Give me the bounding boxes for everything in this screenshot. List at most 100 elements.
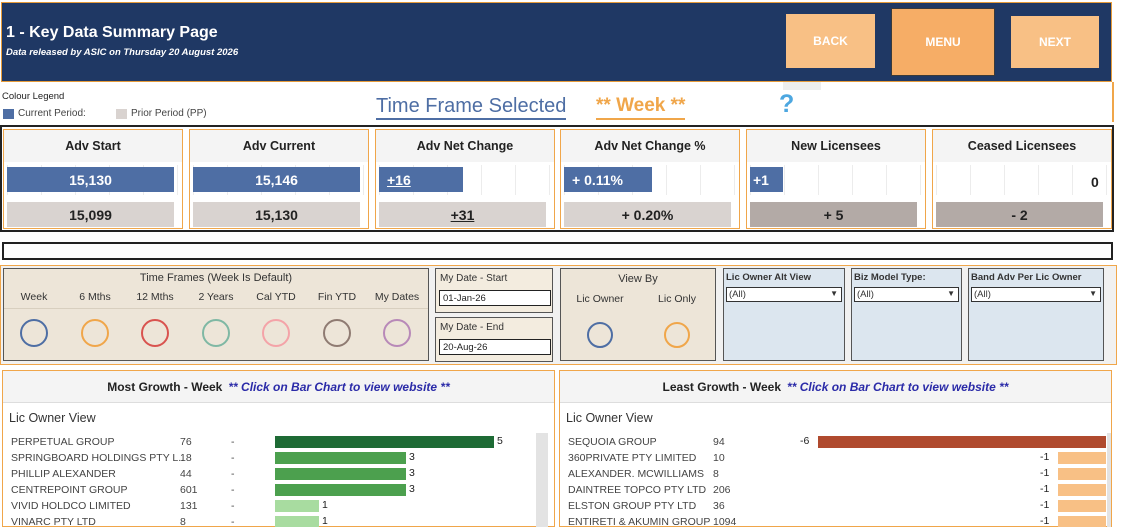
view-by-radio-lic-only[interactable] xyxy=(664,322,690,348)
time-frame-radio-week[interactable] xyxy=(20,319,48,347)
growth-bar[interactable] xyxy=(275,484,406,496)
chevron-down-icon: ▼ xyxy=(830,289,838,298)
least-growth-bar[interactable] xyxy=(1058,452,1106,464)
view-by-radio-lic-owner[interactable] xyxy=(587,322,613,348)
least-growth-subtitle: Lic Owner View xyxy=(566,411,653,425)
least-growth-bar[interactable] xyxy=(1058,516,1106,527)
time-frame-radio-6-mths[interactable] xyxy=(81,319,109,347)
scrollbar[interactable] xyxy=(1107,433,1111,527)
time-frame-radio-cal-ytd[interactable] xyxy=(262,319,290,347)
row-count: 131 xyxy=(180,500,198,512)
kpi-current-value: 15,146 xyxy=(255,171,298,188)
growth-bar[interactable] xyxy=(275,516,319,527)
table-row[interactable]: DAINTREE TOPCO PTY LTD 206 -1 xyxy=(560,482,1111,498)
time-frame-radio-12-mths[interactable] xyxy=(141,319,169,347)
time-frame-radio-my-dates[interactable] xyxy=(383,319,411,347)
table-row[interactable]: SPRINGBOARD HOLDINGS PTY L.. 18 - 3 xyxy=(3,450,554,466)
back-button[interactable]: BACK xyxy=(786,14,875,68)
kpi-current-bar xyxy=(936,167,939,192)
row-count: 36 xyxy=(713,500,725,512)
scrollbar[interactable] xyxy=(536,433,548,527)
table-row[interactable]: SEQUOIA GROUP 94 -6 xyxy=(560,434,1111,450)
growth-bar[interactable] xyxy=(275,452,406,464)
kpi-current-bar: +1 xyxy=(750,167,783,192)
least-growth-bar[interactable] xyxy=(1058,468,1106,480)
filter-dropdown-title: Biz Model Type: xyxy=(854,272,926,283)
row-count: 76 xyxy=(180,436,192,448)
table-row[interactable]: CENTREPOINT GROUP 601 - 3 xyxy=(3,482,554,498)
growth-bar-value: 5 xyxy=(497,435,503,447)
least-growth-bar-value: -1 xyxy=(1040,483,1050,495)
kpi-prior-value: 15,099 xyxy=(69,206,112,223)
page-subtitle: Data released by ASIC on Thursday 20 Aug… xyxy=(6,47,239,58)
kpi-prior-bar: + 0.20% xyxy=(564,202,731,227)
least-growth-bar-value: -1 xyxy=(1040,451,1050,463)
filter-dropdown-select[interactable]: (All) ▼ xyxy=(854,287,959,302)
row-dash: - xyxy=(231,468,235,480)
filter-dropdown-box: Band Adv Per Lic Owner (All) ▼ xyxy=(968,268,1104,361)
timeframe-label: Time Frame Selected xyxy=(376,94,567,120)
row-name: PHILLIP ALEXANDER xyxy=(11,468,116,480)
filter-dropdown-title: Band Adv Per Lic Owner xyxy=(971,272,1082,283)
filter-dropdown-value: (All) xyxy=(857,289,874,300)
least-growth-bar-value: -1 xyxy=(1040,467,1050,479)
time-frame-radio-2-years[interactable] xyxy=(202,319,230,347)
least-growth-panel: Least Growth - Week ** Click on Bar Char… xyxy=(559,370,1112,527)
growth-bar[interactable] xyxy=(275,436,494,448)
view-by-option-label: Lic Owner xyxy=(576,293,624,305)
most-growth-panel: Most Growth - Week ** Click on Bar Chart… xyxy=(2,370,555,527)
table-row[interactable]: ENTIRETI & AKUMIN GROUP 1094 -1 xyxy=(560,514,1111,527)
least-growth-bar[interactable] xyxy=(818,436,1106,448)
least-growth-title: Least Growth - Week xyxy=(662,379,782,394)
time-frame-radio-fin-ytd[interactable] xyxy=(323,319,351,347)
table-row[interactable]: ELSTON GROUP PTY LTD 36 -1 xyxy=(560,498,1111,514)
kpi-prior-bar: - 2 xyxy=(936,202,1103,227)
kpi-current-value: 0 xyxy=(1091,174,1099,190)
kpi-current-bar: 15,146 xyxy=(193,167,360,192)
growth-bar-value: 1 xyxy=(322,515,328,527)
page-title: 1 - Key Data Summary Page xyxy=(6,24,218,41)
kpi-gridlines xyxy=(936,165,1108,195)
date-start-input[interactable]: 01-Jan-26 xyxy=(439,290,551,306)
row-name: SEQUOIA GROUP xyxy=(568,436,657,448)
least-growth-bar-value: -1 xyxy=(1040,499,1050,511)
row-name: ENTIRETI & AKUMIN GROUP xyxy=(568,516,711,527)
least-growth-bar[interactable] xyxy=(1058,500,1106,512)
least-growth-hint: ** Click on Bar Chart to view website ** xyxy=(787,379,1009,394)
growth-bar-value: 3 xyxy=(409,467,415,479)
kpi-current-value: +1 xyxy=(753,171,769,188)
row-dash: - xyxy=(231,436,235,448)
time-frame-label: Fin YTD xyxy=(317,291,357,303)
table-row[interactable]: VINARC PTY LTD 8 - 1 xyxy=(3,514,554,527)
kpi-prior-bar: + 5 xyxy=(750,202,917,227)
table-row[interactable]: PHILLIP ALEXANDER 44 - 3 xyxy=(3,466,554,482)
growth-bar[interactable] xyxy=(275,500,319,512)
next-button[interactable]: NEXT xyxy=(1011,16,1099,68)
row-name: SPRINGBOARD HOLDINGS PTY L.. xyxy=(11,452,185,464)
kpi-current-value: 15,130 xyxy=(69,171,112,188)
table-row[interactable]: VIVID HOLDCO LIMITED 131 - 1 xyxy=(3,498,554,514)
kpi-title: Ceased Licensees xyxy=(933,130,1111,162)
table-row[interactable]: 360PRIVATE PTY LIMITED 10 -1 xyxy=(560,450,1111,466)
least-growth-bar[interactable] xyxy=(1058,484,1106,496)
kpi-panel xyxy=(0,125,1114,232)
help-icon[interactable]: ? xyxy=(779,90,795,118)
row-name: ELSTON GROUP PTY LTD xyxy=(568,500,697,512)
filter-dropdown-select[interactable]: (All) ▼ xyxy=(971,287,1101,302)
date-end-label: My Date - End xyxy=(440,322,504,333)
table-row[interactable]: PERPETUAL GROUP 76 - 5 xyxy=(3,434,554,450)
growth-bar[interactable] xyxy=(275,468,406,480)
row-name: VIVID HOLDCO LIMITED xyxy=(11,500,131,512)
menu-button[interactable]: MENU xyxy=(891,8,995,76)
kpi-card: New Licensees +1 + 5 xyxy=(746,129,926,229)
kpi-card: Adv Start 15,130 15,099 xyxy=(3,129,183,229)
view-by-title: View By xyxy=(618,273,658,285)
row-dash: - xyxy=(231,516,235,527)
filter-dropdown-select[interactable]: (All) ▼ xyxy=(726,287,842,302)
table-row[interactable]: ALEXANDER. MCWILLIAMS 8 -1 xyxy=(560,466,1111,482)
prior-period-swatch xyxy=(116,109,127,119)
time-frame-label: Week xyxy=(20,291,48,303)
row-count: 94 xyxy=(713,436,725,448)
kpi-current-bar: + 0.11% xyxy=(564,167,652,192)
date-end-input[interactable]: 20-Aug-26 xyxy=(439,339,551,355)
